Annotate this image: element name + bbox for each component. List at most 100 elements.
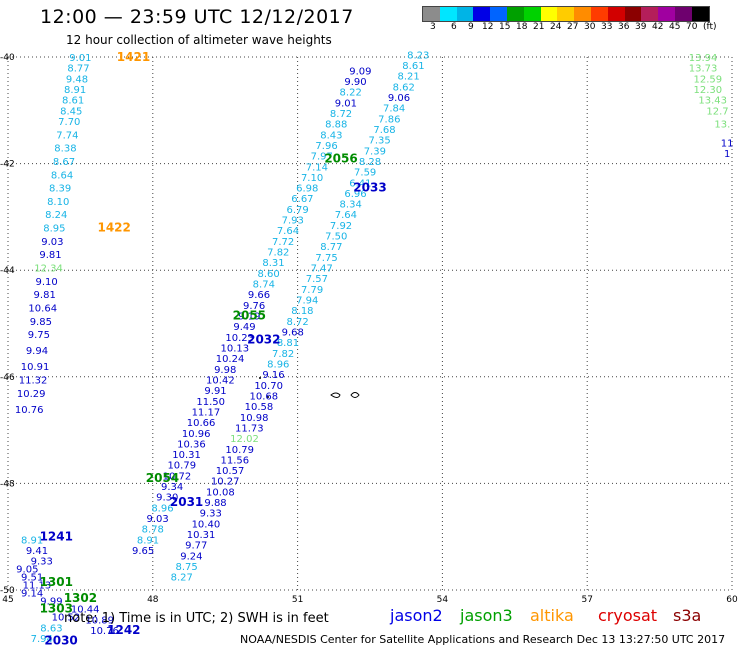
legend-altika: altika (530, 606, 574, 625)
wave-height-value: 9.88 (204, 498, 226, 509)
wave-height-value: 9.03 (146, 514, 168, 525)
wave-height-value: 7.64 (277, 226, 299, 237)
wave-height-value: 8.77 (320, 242, 342, 253)
color-scale-legend (422, 6, 710, 22)
wave-height-value: 10.68 (249, 391, 278, 402)
pass-time-label: 1241 (40, 530, 73, 544)
legend-label: 70 (686, 22, 698, 32)
wave-height-value: 7.39 (364, 146, 386, 157)
island-1 (330, 392, 341, 398)
legend-label: 39 (635, 22, 647, 32)
wave-height-value: 7.92 (330, 221, 352, 232)
wave-height-value: 12.30 (694, 85, 723, 96)
longitude-tick-label: 48 (147, 595, 159, 605)
wave-height-value: 9.75 (28, 330, 50, 341)
wave-height-value: 11.17 (192, 407, 221, 418)
legend-labels: 3 6 9 12 15 18 21 24 27 30 33 36 39 42 4… (422, 22, 740, 34)
wave-height-value: 8.96 (151, 503, 173, 514)
legend-swatch (574, 7, 591, 21)
credit-line: NOAA/NESDIS Center for Satellite Applica… (240, 633, 726, 646)
wave-height-labels: 9.018.779.488.918.618.457.707.748.388.67… (15, 50, 734, 648)
wave-height-value: 8.78 (142, 525, 164, 536)
wave-height-value: 13. (714, 120, 730, 131)
wave-height-value: 8.72 (330, 109, 352, 120)
wave-height-value: 10.76 (90, 626, 119, 637)
wave-height-value: 9.66 (248, 290, 270, 301)
pass-time-label: 2054 (146, 471, 179, 485)
wave-height-value: 10.31 (172, 450, 201, 461)
wave-height-value: 8.18 (291, 306, 313, 317)
wave-height-value: 8.23 (407, 50, 429, 61)
wave-height-value: 8.74 (253, 280, 275, 291)
wave-height-value: 9.03 (41, 237, 63, 248)
wave-height-value: 9.06 (388, 93, 410, 104)
wave-height-value: 8.10 (47, 197, 69, 208)
legend-cryosat: cryosat (598, 606, 658, 625)
wave-height-value: 10.79 (225, 445, 254, 456)
wave-height-value: 9.33 (200, 509, 222, 520)
legend-label: 18 (516, 22, 528, 32)
wave-height-value: 9.49 (233, 322, 255, 333)
legend-label: 6 (451, 22, 457, 32)
wave-height-value: 9.33 (31, 557, 53, 568)
legend-swatch (439, 7, 457, 21)
wave-height-value: 11 (721, 138, 734, 149)
wave-height-value: 10.23 (225, 333, 254, 344)
island-3 (259, 377, 261, 379)
wave-height-value: 12.7 (706, 106, 728, 117)
wave-height-value: 9.10 (35, 277, 57, 288)
wave-height-value: 11.13 (23, 581, 52, 592)
longitude-tick-label: 45 (2, 595, 13, 605)
latitude-tick-label: -40 (0, 53, 15, 63)
pass-time-label: 2056 (324, 151, 357, 165)
wave-height-value: 8.91 (21, 535, 43, 546)
legend-swatch (490, 7, 507, 21)
wave-height-value: 7.68 (373, 125, 395, 136)
wave-height-value: 7.82 (272, 349, 294, 360)
longitude-tick-label: 60 (726, 595, 738, 605)
wave-height-value: 7.97 (311, 152, 333, 163)
wave-height-value: 13.43 (698, 96, 727, 107)
wave-height-value: 8.34 (340, 200, 362, 211)
wave-height-value: 10.40 (192, 519, 221, 530)
wave-height-value: 9.90 (344, 77, 366, 88)
wave-height-value: 7.84 (383, 104, 405, 115)
latitude-tick-label: -48 (0, 479, 15, 489)
wave-height-value: 12.34 (34, 264, 63, 275)
legend-swatch (540, 7, 558, 21)
legend-swatch (607, 7, 625, 21)
wave-height-value: 11.32 (19, 375, 48, 386)
wave-height-value: 10.96 (182, 429, 211, 440)
pass-time-label: 2055 (233, 309, 266, 323)
island-4 (267, 396, 269, 398)
wave-height-value: 10.13 (221, 343, 250, 354)
wave-height-value: 9.98 (214, 365, 236, 376)
wave-height-value: 7.14 (306, 162, 328, 173)
legend-label: 27 (567, 22, 579, 32)
wave-height-value: 7.70 (58, 117, 80, 128)
legend-label: 21 (533, 22, 545, 32)
wave-height-value: 11.50 (196, 397, 225, 408)
pass-time-label: 1422 (97, 221, 130, 235)
legend-label: 36 (618, 22, 630, 32)
wave-height-value: 10.70 (254, 381, 283, 392)
legend-jason3: jason3 (460, 606, 513, 625)
wave-height-value: 8.38 (54, 144, 76, 155)
legend-label: 33 (601, 22, 613, 32)
wave-height-value: 9.68 (282, 327, 304, 338)
wave-height-value: 9.16 (262, 370, 284, 381)
legend-swatch (590, 7, 608, 21)
longitude-tick-label: 51 (292, 595, 303, 605)
map-subtitle: 12 hour collection of altimeter wave hei… (66, 33, 332, 47)
wave-height-value: 8.45 (60, 106, 82, 117)
wave-height-value: 9.01 (335, 98, 357, 109)
wave-height-value: 10.66 (187, 418, 216, 429)
wave-height-value: 10.72 (163, 471, 192, 482)
map-title: 12:00 — 23:59 UTC 12/12/2017 (40, 6, 354, 28)
wave-height-value: 6.98 (296, 184, 318, 195)
wave-height-value: 7.64 (335, 210, 357, 221)
wave-height-value: 8.28 (359, 157, 381, 168)
wave-height-value: 6.67 (291, 194, 313, 205)
